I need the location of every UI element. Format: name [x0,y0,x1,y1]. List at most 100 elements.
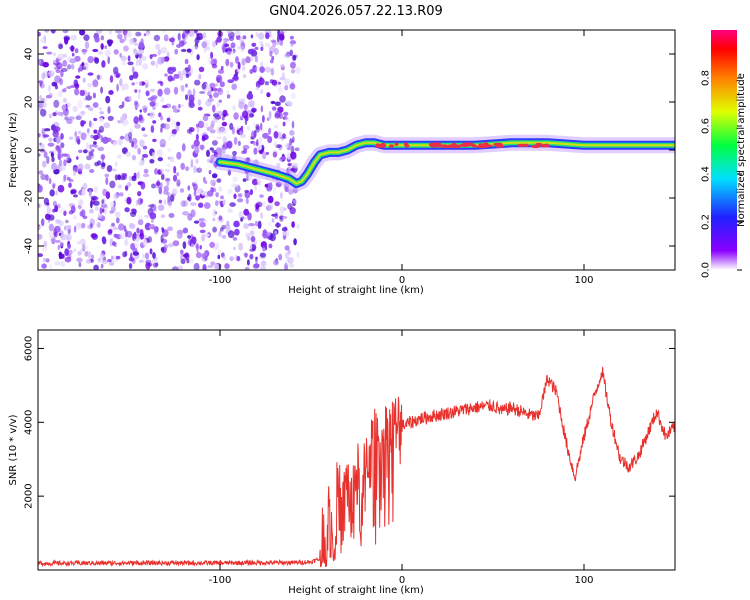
noise-speckle [93,134,99,141]
noise-speckle [105,191,111,200]
noise-speckle [61,179,65,183]
noise-speckle [227,208,234,214]
noise-speckle [52,148,57,152]
noise-speckle [243,223,249,230]
noise-speckle [212,40,216,48]
noise-speckle [131,141,135,148]
noise-speckle [80,120,87,125]
noise-speckle [250,136,255,140]
noise-speckle [253,147,258,155]
noise-speckle [217,69,225,74]
noise-speckle [99,117,104,123]
noise-speckle [209,147,214,151]
noise-speckle [81,62,85,67]
noise-speckle [49,189,55,197]
noise-speckle [255,257,258,264]
noise-speckle [221,121,228,127]
noise-speckle [66,118,73,125]
noise-speckle [236,34,241,40]
noise-speckle [201,234,206,242]
noise-speckle [291,162,297,169]
noise-speckle [151,53,158,57]
noise-speckle [278,253,283,261]
noise-speckle [88,107,94,112]
noise-speckle [255,125,260,133]
noise-speckle [187,185,191,191]
noise-speckle [185,83,188,88]
noise-speckle [289,207,296,215]
snr-y-ticks: 2000 4000 6000 [24,336,675,509]
noise-speckle [141,127,146,131]
noise-speckle [48,113,53,119]
noise-speckle [190,159,194,167]
noise-speckle [99,252,105,260]
noise-speckle [217,254,221,260]
noise-speckle [240,125,244,130]
noise-speckle [173,105,178,114]
noise-speckle [196,54,200,61]
ridge-hotspot [441,144,453,149]
snr-x-tick-label: 100 [574,575,593,586]
noise-speckle [284,53,291,58]
noise-speckle [266,117,270,121]
noise-speckle [42,46,48,50]
noise-speckle [48,137,53,142]
noise-speckle [230,42,236,49]
noise-speckle [274,101,281,107]
colorbar-tick-label: 0.0 [701,262,712,278]
noise-speckle [216,76,221,83]
noise-speckle [108,30,112,35]
noise-speckle [145,90,150,97]
noise-speckle [121,60,127,66]
noise-speckle [62,30,69,34]
noise-speckle [79,30,86,36]
noise-speckle [77,67,81,73]
noise-speckle [230,50,235,55]
noise-speckle [83,149,88,154]
noise-speckle [109,210,114,214]
noise-speckle [290,151,297,160]
noise-speckle [269,50,273,57]
noise-speckle [262,115,265,123]
noise-speckle [199,144,205,150]
noise-speckle [289,168,296,172]
noise-speckle [270,67,275,76]
noise-speckle [119,78,123,87]
noise-speckle [124,185,129,191]
noise-speckle [142,145,148,150]
noise-speckle [38,153,41,157]
noise-speckle [155,43,161,50]
noise-speckle [270,59,274,64]
noise-speckle [176,172,180,177]
noise-speckle [216,136,222,140]
noise-speckle [163,123,170,130]
noise-speckle [73,215,77,220]
noise-speckle [48,214,55,221]
noise-speckle [102,237,107,245]
noise-speckle [168,135,171,141]
noise-speckle [207,190,214,197]
noise-speckle [108,261,115,266]
noise-speckle [289,49,293,57]
noise-speckle [173,73,180,79]
noise-speckle [107,56,110,65]
noise-speckle [241,216,245,220]
noise-speckle [70,205,76,214]
noise-speckle [133,144,138,149]
ridge-core [219,141,675,185]
noise-speckle [54,205,59,213]
noise-speckle [267,202,274,211]
noise-speckle [173,188,178,195]
noise-speckle [115,255,121,260]
noise-speckle [191,243,195,248]
noise-speckle [208,170,212,175]
noise-speckle [252,263,260,269]
ridge-hotspot [480,144,492,148]
noise-speckle [273,131,279,139]
noise-speckle [81,188,86,197]
noise-speckle [285,258,289,267]
noise-speckle [50,152,55,158]
noise-speckle [68,136,74,140]
noise-speckle [249,230,255,236]
noise-speckle [181,143,186,152]
